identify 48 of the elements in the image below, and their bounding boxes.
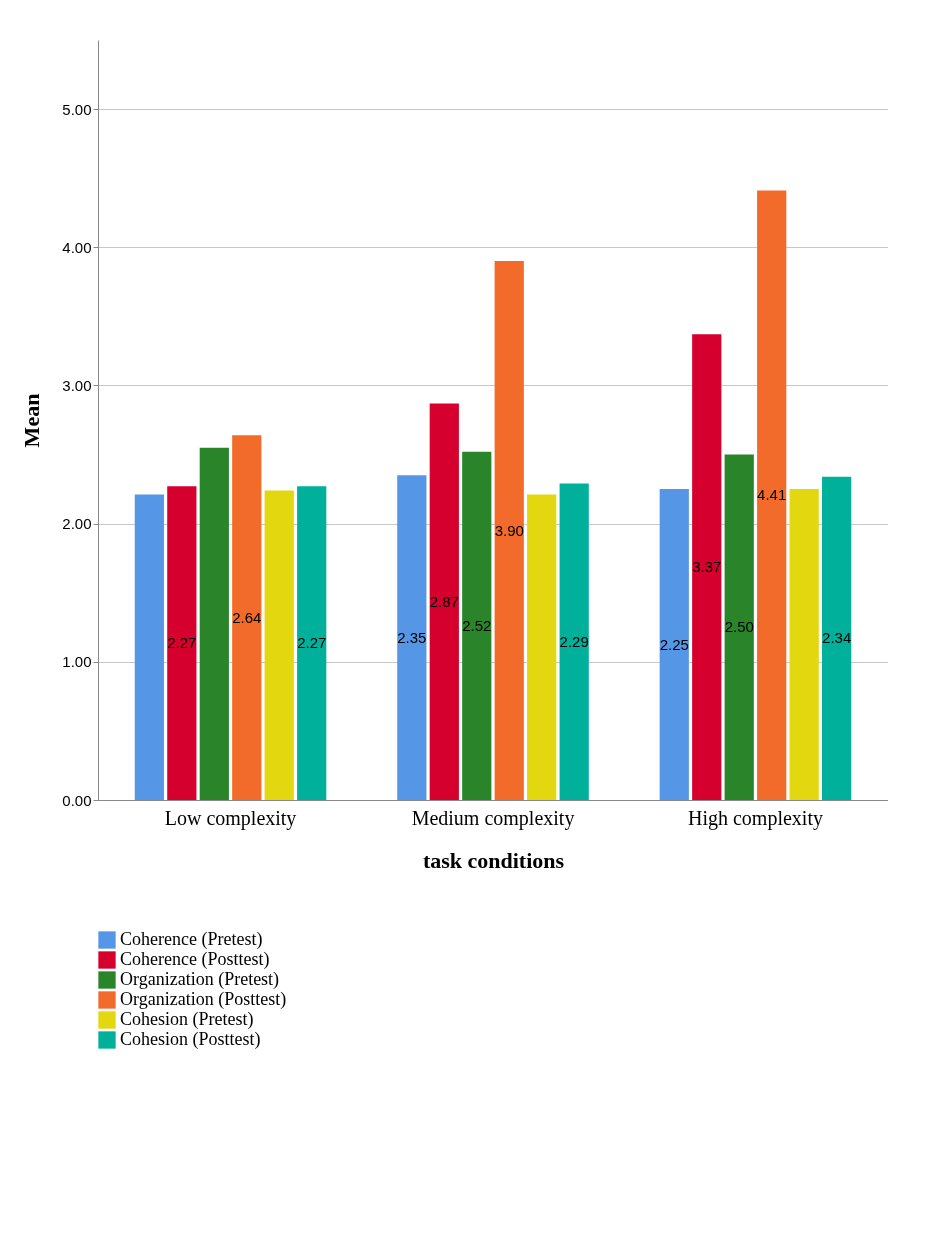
x-tick-label: Low complexity (164, 806, 297, 830)
data-label: 2.64 (232, 608, 262, 626)
bar (232, 435, 262, 800)
bar (494, 261, 524, 800)
bar (659, 489, 689, 800)
bar (757, 190, 787, 800)
y-tick-label: 2.00 (62, 515, 92, 533)
bar (462, 451, 492, 800)
legend-label: Cohesion (Pretest) (120, 1009, 254, 1030)
data-label: 2.87 (429, 592, 459, 610)
y-tick-label: 5.00 (62, 100, 92, 118)
bar (527, 494, 557, 800)
bar (822, 476, 852, 800)
bar (724, 454, 754, 800)
data-label: 2.27 (167, 634, 197, 652)
legend-label: Cohesion (Posttest) (120, 1029, 261, 1050)
legend-label: Organization (Pretest) (120, 969, 280, 990)
data-label: 2.34 (822, 629, 852, 647)
data-label: 2.52 (462, 616, 492, 634)
legend-label: Coherence (Pretest) (120, 929, 263, 950)
bar (134, 494, 164, 800)
bar (559, 483, 589, 800)
bar (199, 447, 229, 800)
legend-label: Organization (Posttest) (120, 989, 287, 1010)
y-axis-title: Mean (19, 393, 45, 448)
y-tick-label: 1.00 (62, 653, 92, 671)
data-label: 2.29 (559, 632, 589, 650)
bar (692, 334, 722, 800)
data-label: 3.90 (494, 521, 524, 539)
bar (264, 490, 294, 800)
x-tick-label: High complexity (687, 806, 823, 830)
bar (429, 403, 459, 800)
bar (167, 486, 197, 800)
y-tick-label: 4.00 (62, 238, 92, 256)
data-label: 4.41 (757, 486, 787, 504)
y-tick-label: 0.00 (62, 791, 92, 809)
x-axis-title: task conditions (422, 847, 565, 873)
bar (789, 489, 819, 800)
x-tick-label: Medium complexity (411, 806, 575, 830)
bar (297, 486, 327, 800)
data-label: 3.37 (692, 558, 722, 576)
data-label: 2.27 (297, 634, 327, 652)
legend-label: Coherence (Posttest) (120, 949, 270, 970)
y-tick-label: 3.00 (62, 376, 92, 394)
data-label: 2.50 (724, 618, 754, 636)
data-label: 2.25 (659, 635, 689, 653)
data-label: 2.35 (397, 628, 427, 646)
bar (397, 475, 427, 800)
